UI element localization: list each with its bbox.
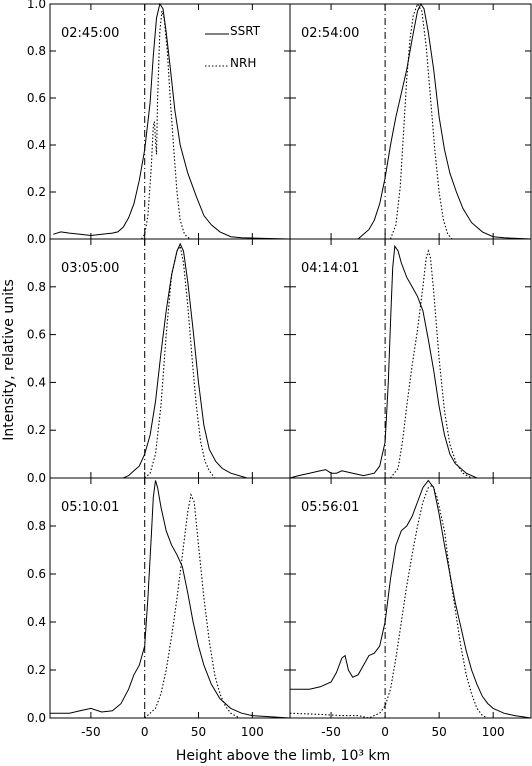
x-tick-label: 0 [141, 725, 149, 739]
y-tick-label: 0.8 [27, 519, 46, 533]
panel-time-label: 05:56:01 [301, 500, 359, 515]
panel-frame [289, 477, 532, 719]
series-line-nrh [144, 244, 216, 479]
y-tick-label: 0.2 [27, 423, 46, 437]
series-line-nrh [144, 492, 240, 719]
panel-time-label: 04:14:01 [301, 261, 359, 276]
x-tick-label: 50 [191, 725, 206, 739]
y-axis-label: Intensity, relative units [1, 279, 17, 441]
y-tick-label: 0.4 [27, 375, 46, 389]
series-line-nrh [289, 484, 489, 719]
y-tick-label: 0.4 [27, 138, 46, 152]
series-line-ssrt [357, 2, 532, 240]
x-tick-label: 50 [431, 725, 446, 739]
y-tick-label: 0.4 [27, 615, 46, 629]
y-tick-label: 0.2 [27, 185, 46, 199]
x-axis-label: Height above the limb, 10³ km [176, 748, 390, 764]
series-line-nrh [390, 249, 472, 479]
series-line-nrh [389, 2, 453, 240]
legend-label-ssrt: SSRT [230, 24, 261, 38]
y-tick-label: 0.6 [27, 328, 46, 342]
x-tick-label: 0 [381, 725, 389, 739]
y-tick-label: 0.2 [27, 663, 46, 677]
x-tick-label: 100 [241, 725, 264, 739]
x-tick-label: -50 [81, 725, 101, 739]
y-tick-label: 0.6 [27, 91, 46, 105]
y-tick-label: 0.0 [27, 232, 46, 246]
y-tick-label: 1.0 [27, 0, 46, 11]
series-line-ssrt [53, 2, 291, 240]
series-line-ssrt [50, 242, 290, 479]
panels-group: 0.0 0.2 0.4 0.6 0.8 1.0 02:45:00 02:54:00 0.0 0.2… [27, 0, 532, 739]
legend-label-nrh: NRH [230, 56, 256, 70]
y-tick-label: 0.0 [27, 711, 46, 725]
series-line-nrh [141, 10, 191, 240]
panel-time-label: 02:45:00 [61, 26, 119, 41]
y-tick-label: 0.8 [27, 44, 46, 58]
x-tick-label: 100 [482, 725, 505, 739]
series-line-ssrt [289, 244, 531, 479]
panel-time-label: 02:54:00 [301, 26, 359, 41]
y-tick-label: 0.8 [27, 280, 46, 294]
y-tick-label: 0.0 [27, 471, 46, 485]
panel-time-label: 05:10:01 [61, 500, 119, 515]
y-tick-label: 0.6 [27, 567, 46, 581]
series-line-ssrt [50, 480, 291, 719]
panel-time-label: 03:05:00 [61, 261, 119, 276]
x-tick-label: -50 [321, 725, 341, 739]
series-line-ssrt [290, 479, 532, 719]
